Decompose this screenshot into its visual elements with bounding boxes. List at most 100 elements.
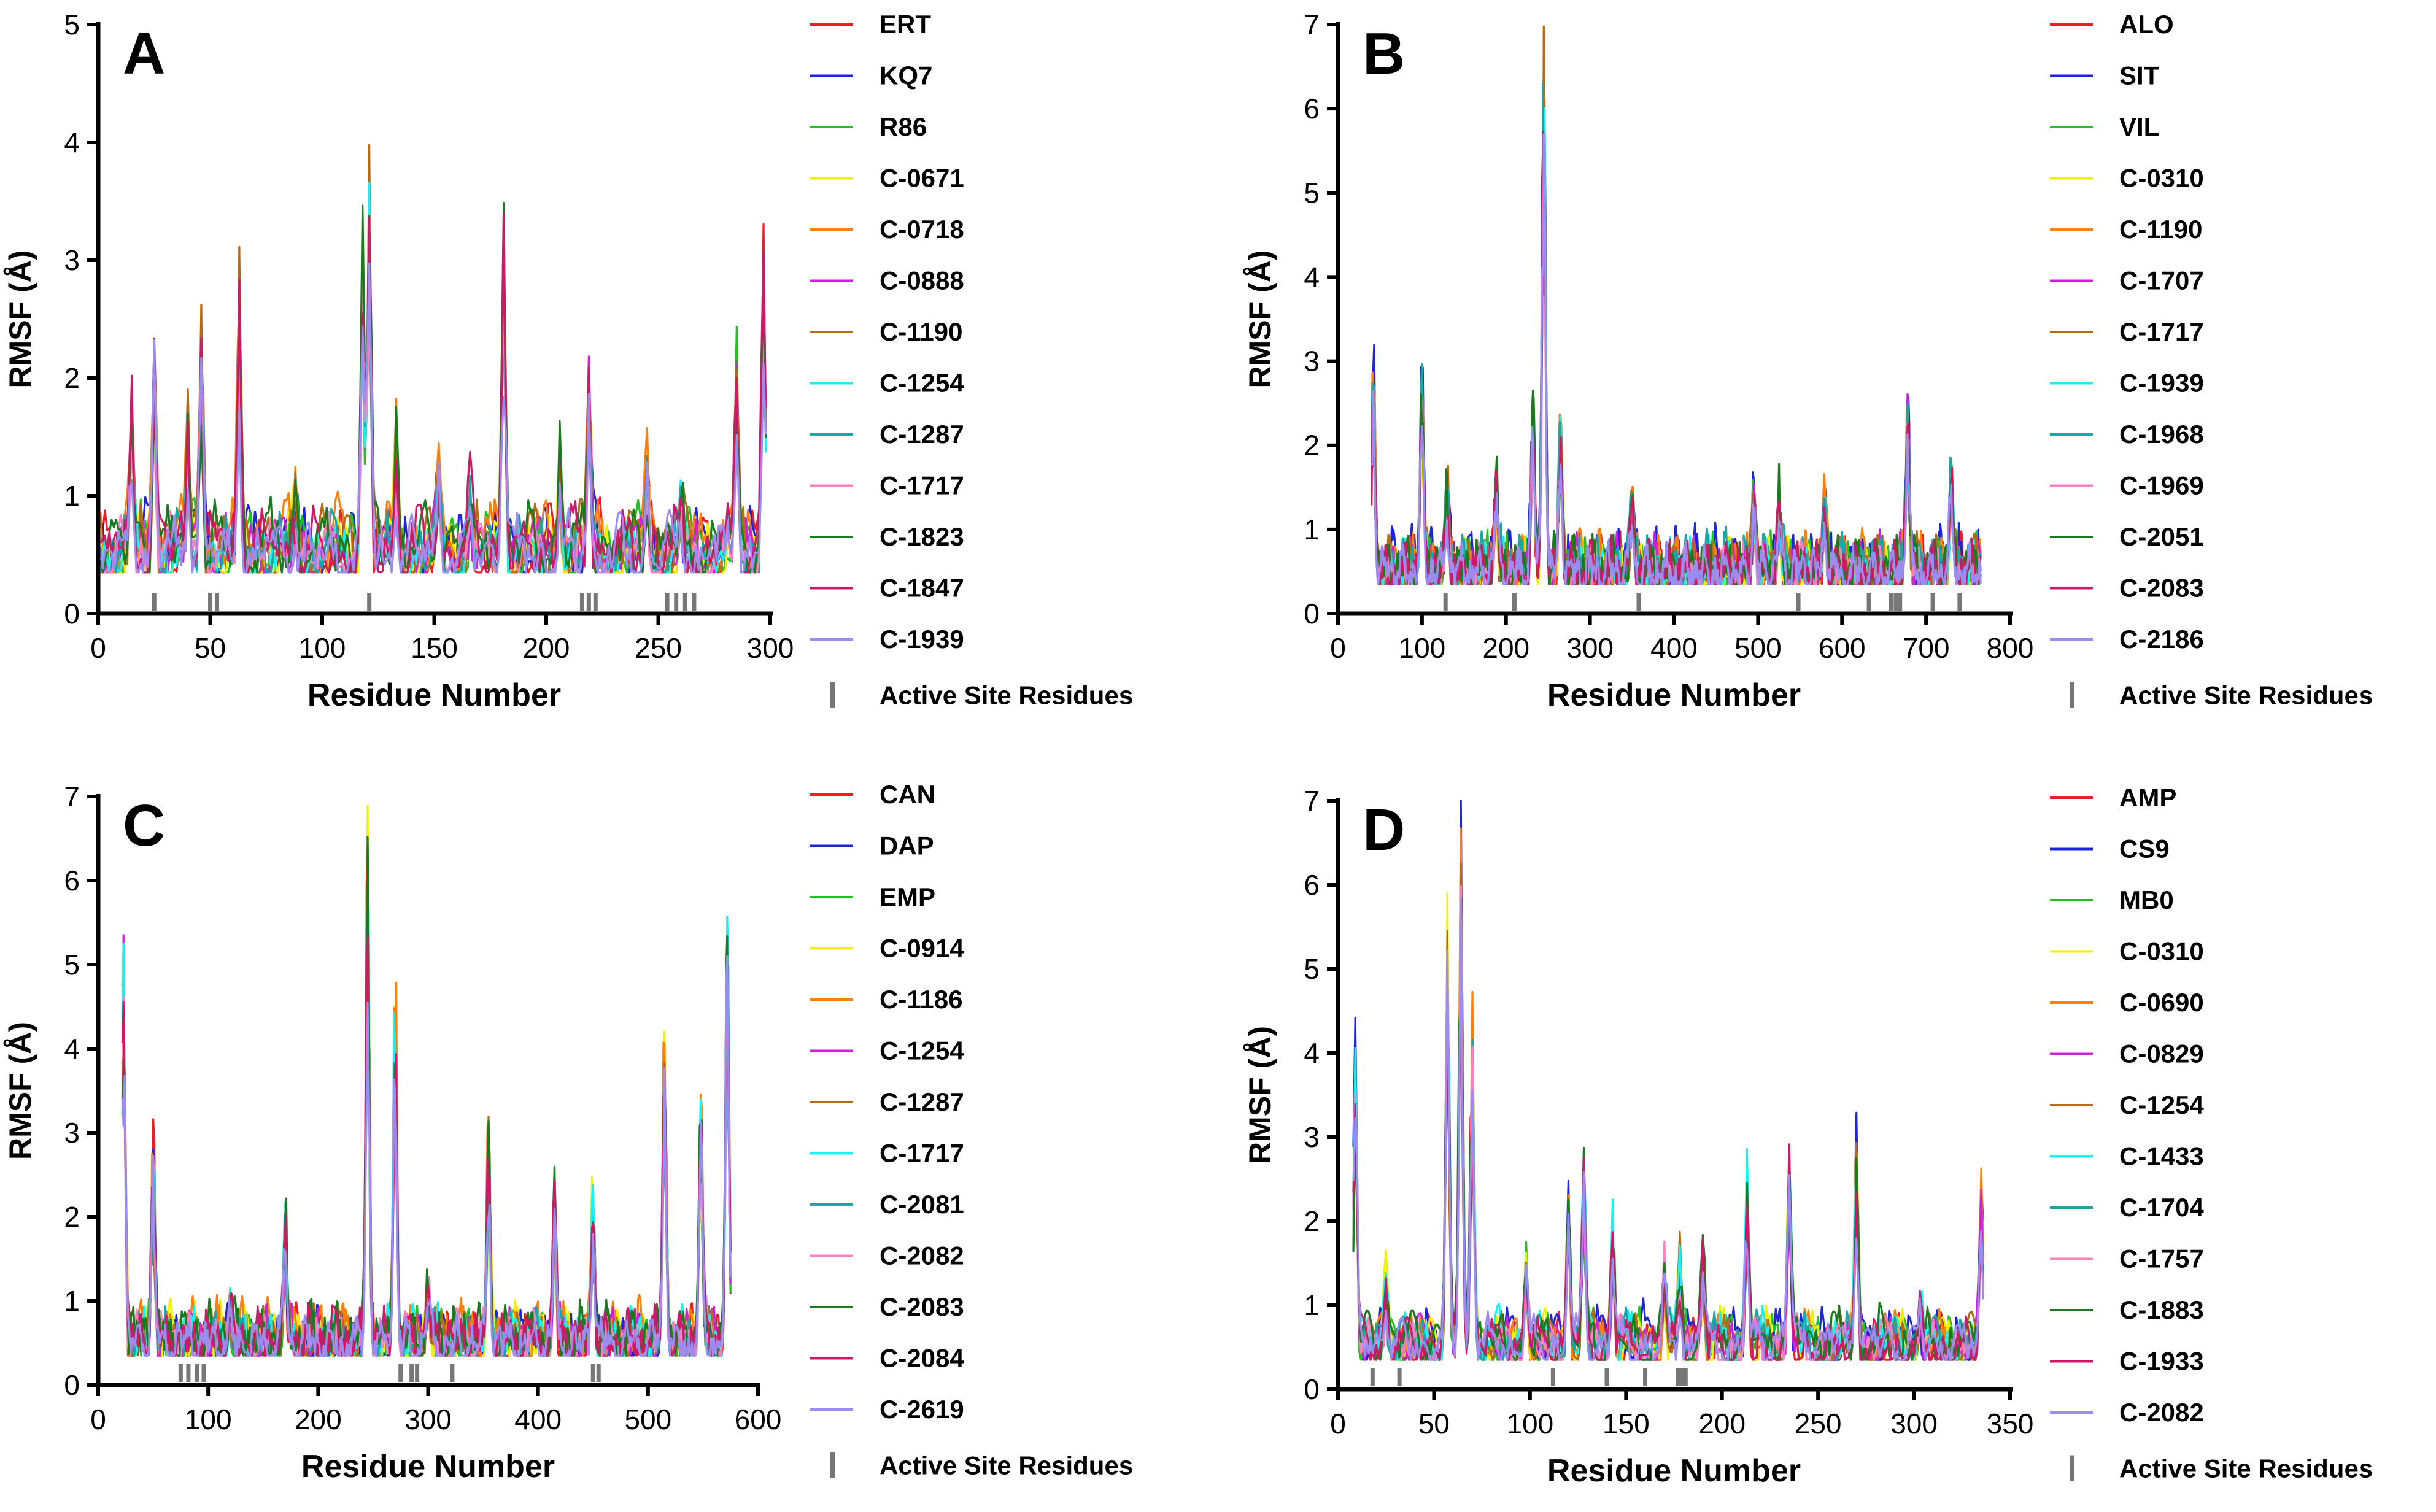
series-line-c-1717 [1371,25,1982,585]
y-tick-label: 3 [64,244,80,276]
series-line-c-2084 [121,935,732,1357]
legend-label: C-1717 [880,471,964,500]
legend-label: C-2083 [2119,574,2204,603]
y-tick-label: 4 [1304,261,1320,293]
legend-label: C-1969 [2119,471,2204,500]
x-tick-label: 600 [735,1403,782,1435]
series-line-c-2051 [1371,141,1982,585]
legend: ERT KQ7 R86 C-0671 C-0718 C-0888 C-1190 C-1254 C… [810,10,1133,710]
x-tick-label: 50 [1418,1408,1450,1440]
y-axis-title: RMSF (Å) [1243,1026,1277,1164]
y-tick-label: 7 [64,781,80,812]
x-tick-label: 700 [1903,632,1950,664]
legend-label: C-1933 [2119,1347,2204,1376]
series-line-c-1190 [1371,93,1982,585]
x-tick-label: 150 [411,632,458,664]
legend-label: C-1883 [2119,1295,2204,1324]
y-tick-label: 1 [64,1285,80,1317]
x-tick-label: 500 [1734,632,1782,664]
x-tick-label: 0 [1330,632,1346,664]
legend-label: C-1757 [2119,1244,2204,1273]
legend-active-site-label: Active Site Residues [2119,1454,2373,1483]
x-tick-label: 250 [635,632,682,664]
y-axis-title: RMSF (Å) [1243,250,1277,388]
x-tick-label: 300 [1890,1408,1938,1440]
y-tick-label: 4 [1304,1037,1320,1069]
y-tick-label: 4 [64,1033,80,1065]
x-tick-label: 250 [1795,1408,1842,1440]
y-tick-label: 0 [64,598,80,630]
legend-label: C-1704 [2119,1193,2204,1222]
panel-c: 0 1 2 3 4 5 6 7 0 100 200 300 400 500 600 Residue Numbe… [3,780,1133,1484]
legend-active-site-label: Active Site Residues [880,1451,1133,1480]
legend-label: VIL [2119,112,2159,141]
legend-label: C-0671 [880,164,964,193]
y-axis-title: RMSF (Å) [3,250,37,388]
x-tick-label: 100 [299,632,346,664]
legend-label: C-0888 [880,266,964,295]
y-tick-label: 5 [1304,177,1320,209]
legend-label: C-1939 [880,625,964,654]
legend-label: EMP [880,882,935,911]
legend-label: C-1186 [880,985,962,1014]
y-tick-label: 2 [64,362,80,394]
series-line-c-2186 [1371,133,1982,585]
y-tick-label: 6 [1304,869,1320,901]
legend-label: ALO [2119,10,2174,39]
y-tick-label: 1 [1304,1289,1320,1321]
series-line-c-1939 [1371,107,1982,585]
y-tick-label: 6 [64,865,80,897]
series-line-c-2083 [1371,130,1982,585]
y-axis-title: RMSF (Å) [3,1022,37,1160]
legend-label: C-1717 [880,1139,964,1168]
series-line-c-1254 [1352,862,1984,1361]
legend-label: C-2084 [880,1344,964,1373]
y-tick-label: 0 [1304,598,1320,630]
x-axis-title: Residue Number [1547,1453,1801,1489]
x-tick-label: 0 [90,632,106,664]
series-line-c-2082 [1352,897,1984,1361]
legend-label: C-1433 [2119,1142,2204,1171]
legend-label: C-1717 [2119,317,2204,346]
series-line-c-1968 [1371,83,1982,585]
x-tick-label: 200 [523,632,570,664]
plot-area [1352,800,1984,1361]
series-line-c-2619 [121,955,732,1357]
y-tick-label: 5 [64,9,80,40]
y-tick-label: 0 [64,1369,80,1401]
y-tick-label: 2 [1304,1205,1320,1237]
legend-label: AMP [2119,783,2176,812]
panel-letter: B [1363,21,1405,87]
legend-label: KQ7 [880,61,932,90]
legend: CAN DAP EMP C-0914 C-1186 C-1254 C-1287 C-1717 C… [810,780,1133,1480]
legend-label: C-1823 [880,522,964,551]
legend-label: C-1707 [2119,266,2204,295]
x-tick-label: 400 [514,1403,562,1435]
x-tick-label: 0 [1330,1408,1346,1440]
x-tick-label: 200 [295,1403,342,1435]
series-line-c-1707 [1371,97,1982,585]
y-tick-label: 2 [1304,430,1320,461]
x-tick-label: 600 [1819,632,1866,664]
y-tick-label: 3 [64,1117,80,1149]
x-tick-label: 50 [195,632,226,664]
series-line-c-1939 [99,263,767,574]
x-tick-label: 300 [1566,632,1614,664]
x-tick-label: 350 [1987,1408,2034,1440]
legend-label: CS9 [2119,835,2170,863]
x-tick-label: 400 [1650,632,1698,664]
legend-label: C-0690 [2119,988,2204,1017]
legend-label: C-0718 [880,215,964,244]
legend-label: C-2619 [880,1395,964,1424]
y-tick-label: 3 [1304,1121,1320,1153]
legend-label: C-1190 [880,317,962,346]
y-tick-label: 5 [1304,953,1320,985]
legend-active-site-label: Active Site Residues [880,681,1133,710]
legend-label: C-1287 [880,1087,964,1116]
x-tick-label: 200 [1482,632,1529,664]
panel-letter: D [1363,797,1405,863]
legend-label: C-2082 [2119,1398,2204,1427]
legend-label: MB0 [2119,885,2174,914]
